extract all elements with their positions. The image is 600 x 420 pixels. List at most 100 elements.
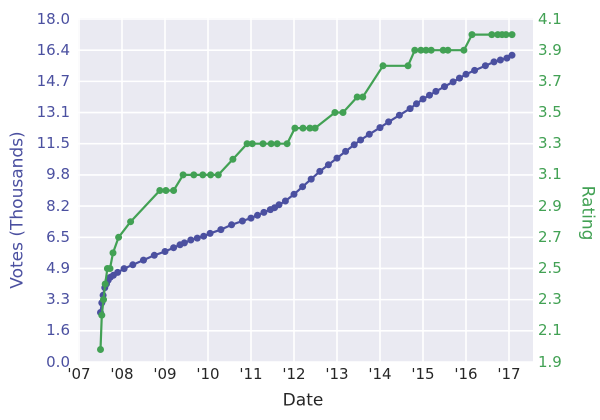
rating-series-point [468, 31, 476, 39]
x-tick-label: '14 [368, 365, 392, 383]
votes-series-point [449, 78, 457, 86]
votes-series-point [238, 217, 246, 225]
rating-series-point [311, 124, 319, 132]
votes-series-point [281, 197, 289, 205]
votes-series-point [150, 251, 158, 259]
rating-series-point [162, 187, 170, 194]
y-tick-label-left: 16.4 [36, 40, 70, 59]
rating-series-point [97, 346, 104, 353]
rating-series-point [106, 265, 114, 272]
y-tick-label-right: 3.1 [538, 165, 562, 184]
rating-series-point [379, 62, 387, 70]
y-tick-label-left: 6.5 [46, 227, 70, 246]
votes-series-point [496, 56, 504, 64]
votes-series-point [187, 236, 195, 244]
votes-series-point [129, 261, 137, 269]
votes-series-point [299, 183, 307, 191]
y-tick-label-right: 3.7 [538, 71, 562, 90]
rating-series-point [243, 140, 251, 148]
rating-series-point [359, 93, 367, 101]
rating-series-point [417, 46, 425, 54]
votes-series-point [217, 226, 225, 234]
votes-series-point [432, 87, 440, 95]
x-tick-label: '15 [411, 365, 435, 383]
y-axis-label-left: Votes (Thousands) [7, 131, 28, 289]
y-tick-label-right: 2.1 [538, 321, 562, 340]
rating-series-point [444, 46, 452, 54]
y-tick-label-left: 8.2 [46, 196, 70, 215]
rating-series-point [190, 171, 198, 179]
y-tick-label-left: 11.5 [36, 134, 70, 153]
rating-series-point [331, 109, 339, 116]
y-tick-label-right: 3.5 [538, 103, 562, 122]
votes-series-point [333, 154, 341, 162]
rating-series-point [502, 31, 510, 39]
y-tick-label-left: 4.9 [46, 258, 70, 277]
votes-series-point [254, 211, 261, 219]
rating-series-point [306, 124, 314, 132]
votes-series-point [275, 201, 283, 209]
y-tick-label-left: 18.0 [36, 9, 70, 28]
y-tick-label-left: 3.3 [46, 290, 70, 309]
votes-series-point [140, 256, 147, 264]
rating-series-point [199, 171, 207, 179]
y-tick-label-left: 14.7 [36, 71, 70, 90]
x-tick-label: '08 [110, 365, 134, 383]
votes-series-point [350, 141, 358, 149]
votes-series-point [490, 58, 498, 66]
rating-series-point [115, 233, 123, 241]
votes-series-point [342, 147, 350, 155]
votes-series-point [481, 62, 489, 70]
x-tick-label: '17 [497, 365, 521, 383]
x-tick-label: '11 [239, 365, 263, 383]
votes-series-point [324, 161, 332, 169]
y-tick-label-left: 9.8 [46, 165, 70, 184]
rating-series-point [339, 109, 347, 116]
rating-series-point [427, 46, 435, 54]
votes-series-point [357, 136, 365, 144]
y-tick-label-right: 4.1 [538, 9, 562, 28]
y-tick-label-right: 2.5 [538, 258, 562, 277]
rating-series-point [127, 218, 135, 226]
x-tick-label: '07 [67, 365, 91, 383]
votes-series-point [170, 244, 178, 252]
votes-series-point [441, 83, 448, 91]
votes-series-point [307, 175, 315, 183]
votes-series-point [471, 66, 479, 74]
votes-series-point [406, 105, 414, 113]
x-tick-label: '12 [282, 365, 306, 383]
x-tick-label: '10 [196, 365, 220, 383]
votes-series-point [260, 208, 268, 216]
rating-series-point [229, 155, 237, 163]
y-tick-label-right: 2.3 [538, 290, 562, 309]
votes-series-point [456, 74, 463, 82]
rating-series-point [259, 140, 267, 148]
rating-series-point [207, 171, 215, 179]
rating-series-point [109, 249, 117, 257]
rating-series-point [291, 124, 299, 132]
rating-series-point [460, 46, 468, 54]
rating-series-point [214, 171, 222, 179]
votes-series-point [316, 167, 324, 175]
votes-series-point [247, 214, 255, 222]
rating-series-point [179, 171, 187, 179]
votes-series-point [114, 268, 122, 276]
y-tick-label-right: 3.3 [538, 134, 562, 153]
votes-series-point [395, 111, 403, 119]
rating-series-point [404, 62, 412, 70]
rating-series-point [422, 46, 430, 54]
y-tick-label-left: 13.1 [36, 103, 70, 122]
votes-series-point [462, 70, 470, 78]
rating-series-point [248, 140, 256, 148]
votes-series-point [503, 54, 511, 62]
y-axis-label-right: Rating [577, 185, 598, 241]
votes-series-point [413, 100, 420, 108]
votes-series-point [365, 130, 373, 138]
rating-series-point [508, 31, 516, 39]
rating-series-point [170, 187, 178, 194]
votes-series-point [206, 229, 214, 237]
votes-series-point [426, 91, 433, 99]
y-tick-label-right: 2.7 [538, 227, 562, 246]
